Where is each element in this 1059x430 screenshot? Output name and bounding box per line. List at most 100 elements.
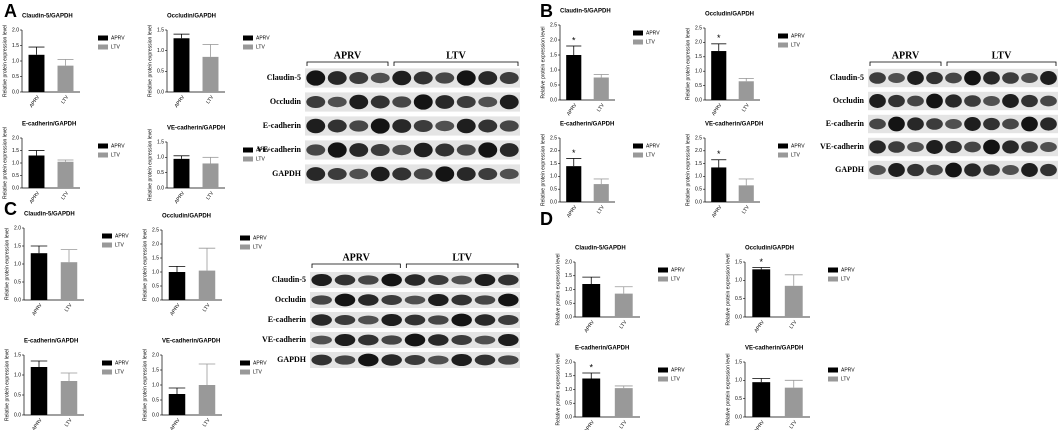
legend-swatch: [658, 276, 668, 282]
blot-band: [327, 96, 347, 108]
significance-mark: *: [589, 362, 593, 372]
legend-swatch: [102, 233, 112, 239]
legend-swatch: [633, 39, 643, 45]
blot-band: [926, 71, 943, 85]
y-tick-label: 1.5: [695, 54, 702, 60]
legend-swatch: [243, 44, 253, 50]
legend-label: APRV: [646, 143, 660, 149]
error-bar: [711, 159, 727, 168]
blot-band: [358, 294, 379, 306]
blot-band: [1040, 95, 1057, 107]
blot-row-label: Occludin: [833, 96, 865, 105]
blot-band: [474, 314, 496, 326]
legend-label: APRV: [111, 143, 125, 149]
blot-band: [888, 163, 905, 177]
error-bar: [57, 159, 74, 162]
blot-band: [983, 164, 1000, 176]
blot-band: [945, 94, 962, 108]
error-bar: [57, 59, 74, 66]
blot-band: [428, 293, 449, 307]
blot-band: [306, 70, 326, 86]
blot-band: [358, 353, 379, 367]
blot-row-label: GAPDH: [272, 169, 302, 178]
y-tick-label: 0.0: [550, 97, 557, 103]
blot-band: [334, 355, 356, 365]
y-tick-label: 1.5: [157, 27, 164, 33]
x-tick-label: LTV: [202, 417, 212, 428]
legend-swatch: [240, 235, 250, 241]
y-axis-label: Relative protein expression level: [142, 349, 148, 421]
blot-band: [1021, 94, 1038, 108]
error-bar: [60, 249, 78, 263]
blot-row-label: Occludin: [270, 97, 302, 106]
bar: [566, 55, 582, 100]
blot-band: [907, 117, 924, 131]
chart-title: Occludin/GAPDH: [745, 246, 794, 252]
bar: [752, 382, 771, 417]
y-tick-label: 1.5: [550, 52, 557, 58]
y-tick-label: 2.0: [152, 352, 159, 358]
blot-band: [392, 119, 412, 133]
significance-mark: *: [717, 149, 721, 159]
blot-band: [474, 295, 496, 305]
blot-band: [392, 167, 412, 181]
legend-label: LTV: [646, 39, 655, 45]
blot-band: [983, 96, 1000, 106]
y-tick-label: 2.5: [550, 22, 557, 28]
blot-band: [413, 119, 433, 133]
blot-band: [451, 334, 472, 346]
blot-band: [1002, 94, 1019, 108]
legend-swatch: [828, 276, 838, 282]
bar: [173, 38, 190, 92]
y-tick-label: 0.0: [735, 414, 742, 420]
y-tick-label: 0.5: [695, 187, 702, 193]
blot-band: [327, 142, 347, 158]
blot-band: [1021, 163, 1038, 177]
chart-title: Claudin-5/GAPDH: [560, 9, 611, 15]
x-tick-label: LTV: [60, 94, 70, 105]
y-axis-label: Relative protein expression level: [725, 354, 731, 426]
blot-band: [474, 354, 496, 366]
error-bar: [173, 155, 190, 159]
error-bar: [198, 247, 216, 271]
y-tick-label: 1.0: [550, 67, 557, 73]
blot-band: [435, 72, 455, 84]
blot-band: [435, 143, 455, 157]
bar: [202, 163, 219, 188]
blot-band: [888, 116, 905, 132]
y-tick-label: 1.0: [14, 372, 21, 378]
blot-band: [456, 95, 476, 109]
error-bar: [711, 43, 727, 52]
y-tick-label: 0.0: [152, 297, 159, 303]
blot-band: [435, 95, 455, 109]
blot-band: [428, 274, 449, 286]
legend-swatch: [102, 360, 112, 366]
error-bar: [168, 387, 186, 394]
blot-band: [907, 95, 924, 107]
chart-title: E-cadherin/GAPDH: [560, 122, 614, 128]
blot-band: [499, 168, 519, 180]
blot-row-label: E-cadherin: [263, 121, 302, 130]
bar: [168, 272, 186, 300]
blot-band: [907, 163, 924, 177]
y-tick-label: 0.5: [695, 83, 702, 89]
bar: [198, 270, 216, 300]
group-label: APRV: [892, 50, 920, 61]
x-tick-label: LTV: [205, 94, 215, 105]
blot-band: [404, 333, 426, 347]
error-bar: [582, 276, 601, 284]
blot-band: [334, 333, 356, 347]
x-tick-label: APRV: [583, 319, 596, 334]
x-tick-label: LTV: [202, 302, 212, 313]
blot-band: [306, 144, 326, 156]
y-tick-label: 0.0: [152, 412, 159, 418]
bar: [614, 388, 633, 417]
y-tick-label: 1.5: [12, 148, 19, 154]
y-axis-label: Relative protein expression level: [685, 134, 691, 206]
blot-band: [349, 94, 369, 110]
legend-label: APRV: [253, 360, 267, 366]
blot-band: [1040, 142, 1057, 152]
legend-swatch: [240, 360, 250, 366]
blot-band: [499, 120, 519, 132]
y-tick-label: 1.5: [735, 259, 742, 265]
